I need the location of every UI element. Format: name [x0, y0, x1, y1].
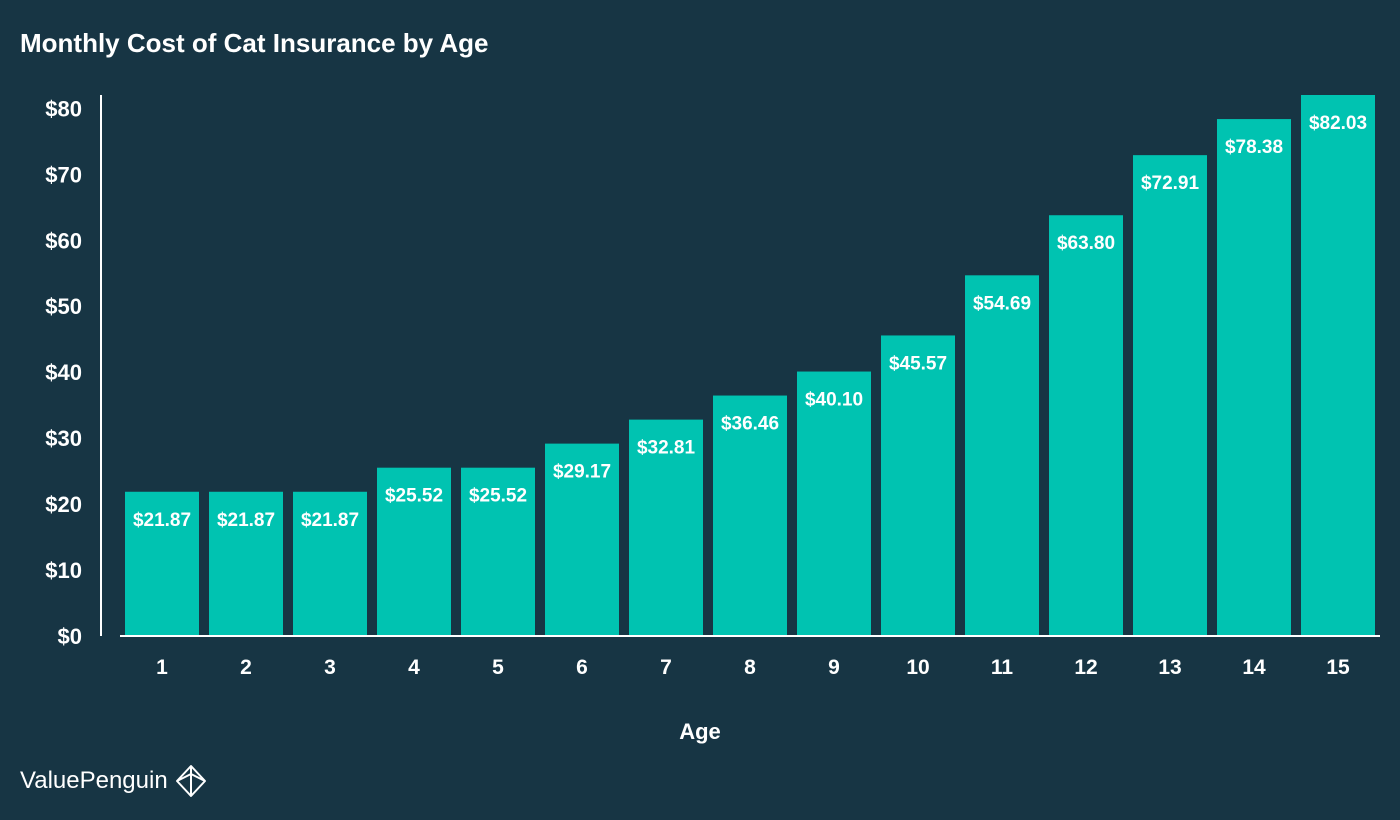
bar-data-label: $25.52 — [469, 486, 527, 507]
chart-title: Monthly Cost of Cat Insurance by Age — [20, 28, 489, 58]
x-tick-label: 10 — [906, 656, 929, 679]
brand-name: ValuePenguin — [20, 767, 168, 794]
bar-data-label: $21.87 — [217, 510, 275, 531]
bar-data-label: $25.52 — [385, 486, 443, 507]
bar-age-3 — [293, 491, 367, 636]
x-axis-title: Age — [679, 719, 721, 744]
bar-data-label: $45.57 — [889, 353, 947, 374]
y-tick-label: $20 — [45, 492, 82, 517]
bar-age-14 — [1217, 119, 1291, 637]
bar-age-11 — [965, 275, 1039, 636]
x-tick-label: 8 — [744, 656, 756, 679]
bar-age-2 — [209, 491, 283, 636]
x-tick-label: 1 — [156, 656, 168, 679]
bar-data-label: $40.10 — [805, 390, 863, 411]
bar-age-8 — [713, 395, 787, 636]
y-tick-label: $0 — [58, 624, 82, 649]
bar-data-label: $21.87 — [301, 510, 359, 531]
bar-data-label: $21.87 — [133, 510, 191, 531]
x-tick-label: 14 — [1242, 656, 1266, 679]
bar-age-13 — [1133, 155, 1207, 636]
bar-data-label: $78.38 — [1225, 137, 1283, 158]
brand-logo: ValuePenguin — [20, 764, 208, 798]
bars-group — [125, 95, 1375, 637]
bar-age-4 — [377, 467, 451, 636]
y-tick-label: $70 — [45, 162, 82, 187]
x-tick-label: 3 — [324, 656, 336, 679]
bar-data-label: $32.81 — [637, 438, 696, 459]
y-tick-label: $50 — [45, 294, 82, 319]
bar-labels-group: $21.87 $21.87 $21.87 $25.52 $25.52 $29.17 $32.… — [133, 113, 1367, 531]
x-tick-label: 15 — [1326, 656, 1350, 679]
y-tick-label: $40 — [45, 360, 82, 385]
bar-age-7 — [629, 419, 703, 636]
y-axis: $0 $10 $20 $30 $40 $50 $60 $70 $80 — [45, 95, 102, 649]
x-tick-label: 5 — [492, 656, 504, 679]
x-tick-label: 7 — [660, 656, 672, 679]
x-tick-label: 9 — [828, 656, 840, 679]
bar-age-15 — [1301, 95, 1375, 636]
x-tick-label: 13 — [1158, 656, 1181, 679]
x-tick-label: 11 — [991, 656, 1014, 679]
x-tick-label: 6 — [576, 656, 588, 679]
bar-age-6 — [545, 443, 619, 636]
bar-data-label: $54.69 — [973, 293, 1031, 314]
bar-data-label: $29.17 — [553, 462, 611, 483]
bar-age-1 — [125, 491, 199, 636]
y-tick-label: $10 — [45, 558, 82, 583]
y-tick-label: $60 — [45, 228, 82, 253]
valuepenguin-logo-icon — [175, 765, 206, 797]
bar-data-label: $82.03 — [1309, 113, 1367, 134]
bar-age-10 — [881, 335, 955, 636]
bar-age-5 — [461, 467, 535, 636]
y-tick-label: $80 — [45, 96, 82, 121]
x-tick-label: 4 — [408, 656, 420, 679]
bar-age-12 — [1049, 215, 1123, 636]
y-tick-label: $30 — [45, 426, 82, 451]
x-axis: 1 2 3 4 5 6 7 8 9 10 11 12 13 14 15 — [120, 635, 1380, 679]
bar-data-label: $36.46 — [721, 414, 779, 435]
x-tick-label: 12 — [1074, 656, 1097, 679]
bar-age-9 — [797, 371, 871, 636]
x-tick-label: 2 — [240, 656, 252, 679]
bar-data-label: $72.91 — [1141, 173, 1200, 194]
bar-data-label: $63.80 — [1057, 233, 1115, 254]
